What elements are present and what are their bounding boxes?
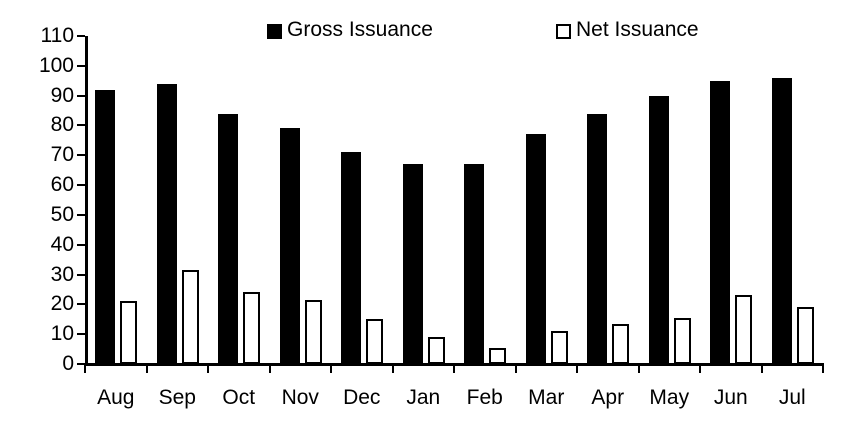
bar-net-jan	[427, 337, 445, 364]
y-tick-label-0: 0	[62, 352, 74, 375]
x-tick-8	[576, 363, 578, 373]
bar-gross-nov	[279, 128, 300, 364]
bar-net-oct	[243, 292, 260, 364]
y-tick-80	[77, 124, 85, 127]
x-label-feb: Feb	[466, 386, 503, 409]
y-tick-100	[77, 64, 85, 67]
bar-gross-sep	[156, 83, 177, 364]
bar-gross-jun	[710, 80, 730, 364]
legend-label-gross: Gross Issuance	[287, 18, 433, 41]
y-tick-label-90: 90	[50, 83, 74, 107]
y-tick-90	[77, 94, 85, 97]
bar-net-mar	[550, 331, 568, 364]
x-label-jul: Jul	[778, 386, 806, 409]
bar-net-aug	[120, 301, 137, 364]
x-label-jun: Jun	[713, 386, 748, 409]
y-tick-50	[77, 213, 85, 216]
bar-gross-feb	[464, 164, 484, 364]
legend-item-gross: Gross Issuance	[267, 18, 433, 42]
x-tick-7	[514, 363, 517, 373]
y-tick-label-110: 110	[40, 24, 74, 47]
x-tick-2	[207, 363, 209, 373]
y-tick-label-50: 50	[50, 202, 74, 226]
bar-net-jun	[735, 295, 752, 364]
bar-net-feb	[489, 347, 506, 364]
x-label-dec: Dec	[343, 386, 381, 409]
x-tick-12	[822, 363, 824, 373]
y-tick-label-100: 100	[38, 53, 74, 77]
y-tick-70	[77, 154, 85, 157]
x-label-sep: Sep	[158, 386, 196, 409]
x-tick-1	[145, 363, 148, 373]
y-tick-0	[77, 363, 85, 365]
y-tick-10	[77, 333, 85, 336]
bar-gross-oct	[218, 113, 238, 364]
y-axis-line	[85, 36, 88, 366]
bar-net-dec	[366, 319, 383, 364]
bar-gross-jul	[771, 77, 792, 364]
y-tick-label-70: 70	[50, 143, 74, 167]
x-tick-3	[268, 363, 271, 373]
y-tick-label-10: 10	[50, 322, 74, 346]
bar-gross-aug	[95, 89, 115, 364]
y-tick-30	[77, 273, 85, 276]
x-tick-4	[330, 363, 332, 373]
y-tick-label-80: 80	[50, 113, 74, 137]
gross-issuance-swatch-icon	[267, 23, 282, 39]
x-tick-0	[84, 363, 86, 373]
x-label-jan: Jan	[406, 386, 441, 409]
bar-net-jul	[796, 307, 814, 364]
x-tick-10	[699, 363, 701, 373]
bar-net-may	[673, 317, 691, 364]
y-tick-20	[77, 303, 85, 306]
y-tick-label-30: 30	[50, 262, 74, 286]
net-issuance-swatch-icon	[556, 23, 571, 39]
y-tick-label-40: 40	[50, 232, 74, 256]
x-tick-9	[637, 363, 640, 373]
y-tick-40	[77, 243, 85, 246]
x-tick-5	[391, 363, 394, 373]
bar-net-apr	[612, 323, 629, 364]
bar-gross-jan	[402, 164, 423, 364]
x-label-may: May	[649, 386, 690, 409]
bar-net-nov	[304, 299, 322, 364]
bar-gross-apr	[587, 113, 607, 364]
x-label-mar: Mar	[528, 386, 565, 409]
x-label-nov: Nov	[281, 386, 319, 409]
legend-label-net: Net Issuance	[576, 18, 699, 41]
x-tick-11	[760, 363, 763, 373]
bar-net-sep	[181, 270, 199, 364]
y-tick-label-20: 20	[50, 292, 74, 316]
x-label-aug: Aug	[97, 386, 135, 409]
bar-gross-may	[648, 95, 669, 364]
bar-gross-mar	[525, 134, 546, 364]
y-tick-label-60: 60	[50, 173, 74, 197]
x-label-oct: Oct	[222, 386, 256, 409]
bar-gross-dec	[341, 152, 361, 364]
y-tick-110	[77, 35, 85, 37]
x-label-apr: Apr	[591, 386, 625, 409]
x-tick-6	[453, 363, 455, 373]
y-tick-60	[77, 184, 85, 187]
legend-item-net: Net Issuance	[556, 18, 699, 42]
